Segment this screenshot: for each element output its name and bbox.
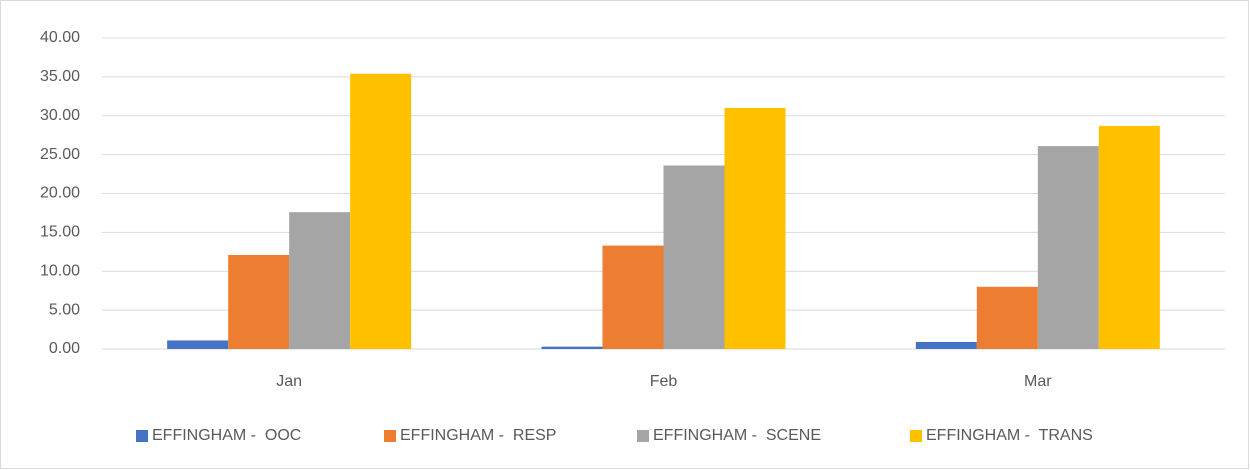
bar bbox=[1037, 146, 1099, 349]
y-tick-label: 10.00 bbox=[40, 262, 80, 279]
y-tick-label: 0.00 bbox=[49, 340, 80, 357]
bar bbox=[1098, 125, 1160, 349]
bar bbox=[976, 286, 1038, 349]
legend-label: EFFINGHAM - TRANS bbox=[926, 427, 1093, 444]
y-tick-label: 5.00 bbox=[49, 301, 80, 318]
legend-swatch bbox=[136, 430, 148, 442]
legend-label: EFFINGHAM - OOC bbox=[152, 427, 301, 444]
legend-label: EFFINGHAM - SCENE bbox=[653, 427, 821, 444]
bar bbox=[663, 165, 725, 349]
y-tick-label: 30.00 bbox=[40, 107, 80, 124]
bar bbox=[724, 107, 786, 349]
x-tick-label: Mar bbox=[1024, 373, 1052, 390]
y-tick-label: 40.00 bbox=[40, 29, 80, 46]
legend-swatch bbox=[637, 430, 649, 442]
legend-label: EFFINGHAM - RESP bbox=[400, 427, 556, 444]
y-tick-label: 15.00 bbox=[40, 224, 80, 241]
bar bbox=[915, 342, 977, 349]
y-tick-label: 20.00 bbox=[40, 185, 80, 202]
legend-swatch bbox=[910, 430, 922, 442]
bar bbox=[167, 340, 229, 349]
bar bbox=[602, 245, 664, 349]
bar bbox=[228, 254, 290, 349]
y-tick-label: 25.00 bbox=[40, 146, 80, 163]
bar bbox=[350, 73, 412, 349]
x-tick-label: Feb bbox=[650, 373, 678, 390]
y-tick-label: 35.00 bbox=[40, 68, 80, 85]
bar bbox=[289, 212, 351, 349]
x-tick-label: Jan bbox=[276, 373, 302, 390]
legend-swatch bbox=[384, 430, 396, 442]
bar bbox=[541, 346, 603, 349]
